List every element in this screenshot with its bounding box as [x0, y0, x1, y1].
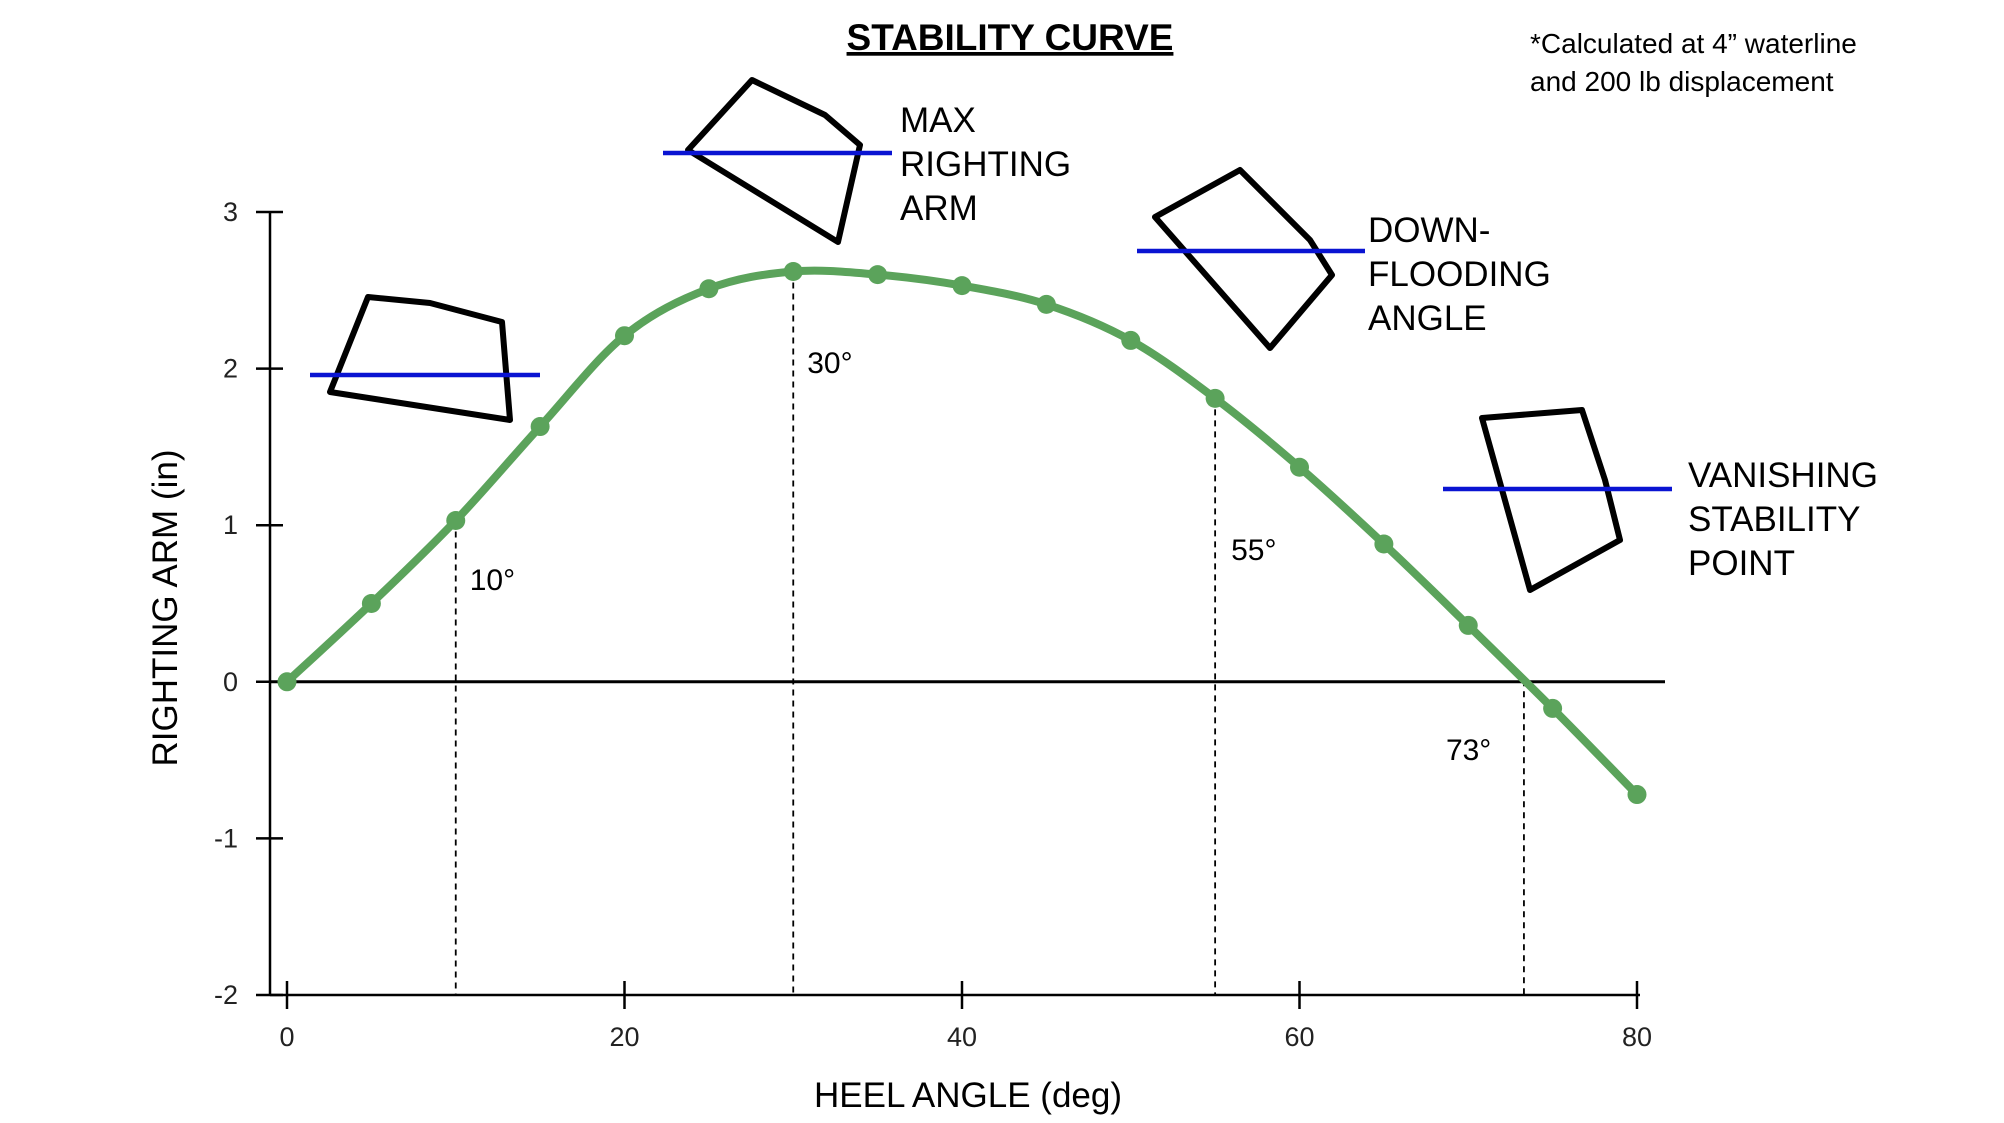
x-tick-label: 0 [279, 1022, 294, 1052]
y-tick-label: -2 [214, 980, 238, 1010]
data-point [952, 276, 972, 296]
data-point [361, 594, 381, 613]
callout-label-line: VANISHING [1688, 456, 1878, 495]
reference-label: 10° [470, 564, 515, 597]
data-point [868, 265, 888, 285]
reference-line-layer: 10° 30° 55° 73° [454, 271, 1525, 995]
y-tick-label: 3 [223, 197, 238, 227]
x-tick-label: 20 [609, 1022, 639, 1052]
y-tick-label: -1 [214, 823, 238, 853]
data-point [1290, 457, 1309, 477]
callout-label-line: MAX [900, 101, 976, 140]
reference-label: 55° [1231, 534, 1276, 567]
callout-label-line: ANGLE [1368, 299, 1487, 338]
callout-3: DOWN- FLOODING ANGLE [1137, 167, 1551, 351]
hull-downflooding-icon [1152, 167, 1335, 351]
callout-4: VANISHING STABILITY POINT [1443, 407, 1878, 593]
series-layer [277, 262, 1647, 805]
y-tick-label: 2 [223, 354, 238, 384]
reference-label: 30° [807, 347, 852, 380]
data-point [1121, 330, 1141, 350]
axes-layer: -2 -1 0 1 2 3 0 20 40 60 80 [214, 197, 1665, 1052]
chart-note-line-1: *Calculated at 4” waterline [1530, 28, 1857, 59]
y-tick-label: 0 [223, 667, 238, 697]
callout-layer: MAX RIGHTING ARM DOWN- FLOODING ANGLE VANISHIN… [310, 77, 1878, 593]
data-point [1036, 294, 1056, 314]
data-point [1205, 388, 1225, 408]
hull-upright-icon [327, 294, 513, 423]
callout-label-line: ARM [900, 189, 978, 228]
callout-1 [310, 294, 540, 423]
data-point [1543, 698, 1563, 718]
series-line [283, 266, 1641, 799]
hull-max-righting-icon [685, 77, 863, 245]
callout-2: MAX RIGHTING ARM [663, 77, 1071, 245]
callout-label-line: DOWN- [1368, 211, 1490, 250]
data-point [699, 279, 719, 299]
chart-title: STABILITY CURVE [847, 17, 1174, 58]
hull-vanishing-icon [1479, 407, 1623, 593]
data-point [1374, 534, 1394, 554]
data-point [1627, 785, 1647, 805]
data-point [446, 511, 466, 531]
data-point [615, 326, 634, 346]
data-point [277, 672, 297, 692]
callout-label-line: RIGHTING [900, 145, 1071, 184]
x-tick-label: 40 [947, 1022, 977, 1052]
y-axis-label: RIGHTING ARM (in) [146, 450, 185, 767]
x-axis-label: HEEL ANGLE (deg) [814, 1076, 1122, 1115]
data-point [783, 262, 803, 282]
reference-label: 73° [1446, 734, 1491, 767]
callout-label-line: FLOODING [1368, 255, 1551, 294]
x-tick-label: 60 [1284, 1022, 1314, 1052]
chart-note-line-2: and 200 lb displacement [1530, 66, 1834, 97]
callout-label-line: POINT [1688, 544, 1795, 583]
callout-label-line: STABILITY [1688, 500, 1860, 539]
x-tick-label: 80 [1622, 1022, 1652, 1052]
data-point [1458, 615, 1478, 635]
data-point [530, 417, 550, 437]
y-tick-label: 1 [223, 510, 238, 540]
